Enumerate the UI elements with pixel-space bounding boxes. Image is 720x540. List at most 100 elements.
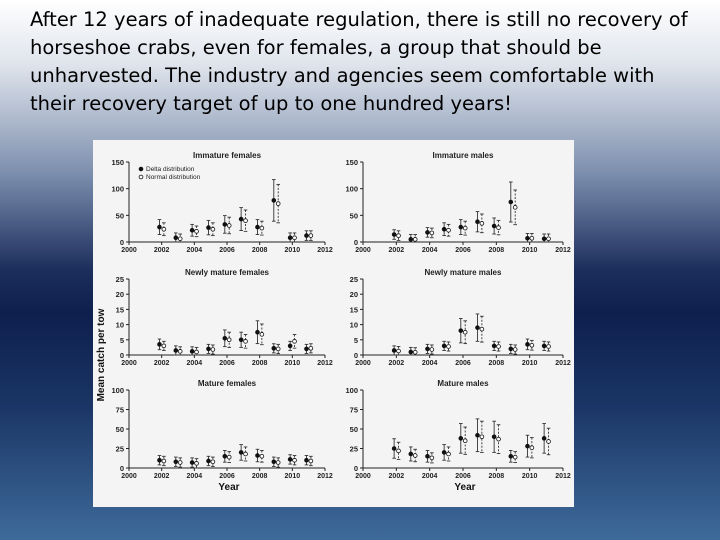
chart-figure: Mean catch per tow Year Year Immature fe…: [93, 140, 574, 507]
panel-6-delta-point: [408, 451, 414, 457]
panel-5-normal-point: [194, 461, 199, 466]
panel-4-y-tick-label: 20: [350, 290, 358, 299]
panel-5-delta-point: [255, 453, 260, 458]
panel-5-title: Mature females: [198, 379, 257, 388]
panel-2-delta-point: [425, 230, 430, 235]
panel-4-x-tick-label: 2004: [422, 360, 438, 367]
panel-5-delta-point: [271, 459, 277, 465]
panel-5-y-tick-label: 100: [111, 386, 124, 395]
panel-4-delta-point: [391, 348, 397, 353]
panel-4-y-tick-label: 0: [354, 351, 358, 360]
panel-2-normal-point: [496, 225, 501, 230]
panel-6-y-tick-label: 25: [350, 445, 358, 454]
panel-4-delta-point: [525, 342, 530, 347]
panel-2-x-tick-label: 2006: [455, 247, 471, 254]
panel-6-y-tick-label: 100: [345, 386, 358, 395]
panel-4-delta-point: [408, 349, 414, 355]
panel-4-x-tick-label: 2010: [522, 360, 538, 367]
panel-5-y-tick-label: 25: [116, 445, 124, 454]
panel-2-delta-point: [441, 226, 447, 232]
panel-1-title: Immature females: [193, 151, 262, 160]
panel-5-normal-point: [210, 459, 216, 465]
panel-5-normal-point: [259, 453, 265, 459]
panel-5-delta-point: [287, 457, 293, 462]
panel-1-y-tick-label: 50: [116, 211, 124, 220]
panel-3-y-tick-label: 10: [116, 321, 124, 330]
x-axis-label-right: Year: [454, 482, 475, 493]
panel-3-x-tick-label: 2000: [121, 360, 137, 367]
panel-6-normal-point: [512, 454, 518, 460]
panel-2-delta-point: [391, 232, 397, 237]
panel-1-normal-point: [243, 218, 248, 223]
panel-4-delta-point: [458, 328, 464, 333]
panel-6-normal-point: [429, 455, 435, 461]
panel-1-delta-point: [189, 227, 195, 233]
panel-5-normal-point: [275, 460, 281, 465]
panel-2-normal-point: [412, 237, 418, 242]
panel-1-delta-point: [271, 198, 277, 203]
panel-5-delta-point: [222, 453, 228, 459]
panel-4-normal-point: [479, 326, 485, 332]
panel-1-x-tick-label: 2008: [252, 247, 268, 254]
panel-4-x-tick-label: 2000: [355, 360, 371, 367]
panel-3-y-tick-label: 25: [116, 275, 124, 284]
panel-6-normal-point: [412, 453, 418, 458]
panel-2-normal-point: [529, 235, 535, 241]
panel-5-x-tick-label: 2004: [187, 473, 203, 480]
panel-4-delta-point: [425, 346, 430, 352]
panel-3-x-tick-label: 2012: [317, 360, 333, 367]
panel-3-y-tick-label: 5: [120, 336, 124, 345]
panel-1-delta-point: [157, 224, 162, 230]
panel-4-x-tick-label: 2012: [555, 360, 571, 367]
panel-5-normal-point: [243, 451, 248, 457]
panel-4-delta-point: [475, 325, 480, 330]
legend-normal-marker: [138, 174, 144, 180]
panel-1-delta-point: [255, 224, 260, 230]
panel-2-y-tick-label: 0: [354, 238, 358, 247]
panel-6-delta-point: [541, 436, 547, 441]
panel-3-normal-point: [243, 339, 248, 344]
panel-3-delta-point: [271, 346, 277, 351]
panel-4-y-tick-label: 5: [354, 336, 358, 345]
panel-4-x-tick-label: 2006: [455, 360, 471, 367]
panel-5-y-tick-label: 50: [116, 425, 124, 434]
panel-4-normal-point: [462, 329, 468, 335]
panel-6-y-tick-label: 50: [350, 425, 358, 434]
panel-4-normal-point: [429, 347, 435, 352]
panel-3-delta-point: [222, 335, 228, 341]
panel-3-delta-point: [206, 346, 211, 352]
panel-3-normal-point: [308, 346, 314, 351]
panel-2-x-tick-label: 2004: [422, 247, 438, 254]
panel-1-delta-point: [304, 233, 309, 238]
panel-6-delta-point: [475, 432, 480, 438]
panel-2-delta-point: [458, 224, 464, 230]
panel-1-normal-point: [210, 226, 216, 232]
panel-3-x-tick-label: 2008: [252, 360, 268, 367]
panel-1-y-tick-label: 100: [111, 185, 124, 194]
panel-3-normal-point: [259, 332, 265, 337]
panel-6-delta-point: [491, 434, 497, 440]
panel-2-y-tick-label: 100: [345, 185, 358, 194]
panel-5-delta-point: [157, 457, 162, 463]
panel-6-y-tick-label: 0: [354, 464, 358, 473]
panel-5-x-tick-label: 2012: [317, 473, 333, 480]
panel-6-x-tick-label: 2002: [389, 473, 405, 480]
panel-4-normal-point: [546, 344, 551, 349]
panel-1-x-tick-label: 2002: [154, 247, 170, 254]
panel-5-delta-point: [238, 450, 244, 455]
panel-4-x-tick-label: 2008: [489, 360, 505, 367]
panel-2-normal-point: [396, 233, 401, 238]
panel-5-normal-point: [226, 454, 232, 460]
panel-1-normal-point: [226, 223, 232, 228]
panel-3-y-tick-label: 15: [116, 305, 124, 314]
panel-1-normal-point: [194, 229, 199, 234]
y-axis-label: Mean catch per tow: [96, 308, 107, 401]
panel-6-x-tick-label: 2012: [555, 473, 571, 480]
panel-6-x-tick-label: 2004: [422, 473, 438, 480]
panel-6-x-tick-label: 2000: [355, 473, 371, 480]
panel-4-delta-point: [541, 343, 547, 349]
panel-4-y-tick-label: 15: [350, 305, 358, 314]
panel-2-delta-point: [508, 199, 514, 205]
panel-6-delta-point: [441, 450, 447, 455]
panel-2-x-tick-label: 2002: [389, 247, 405, 254]
